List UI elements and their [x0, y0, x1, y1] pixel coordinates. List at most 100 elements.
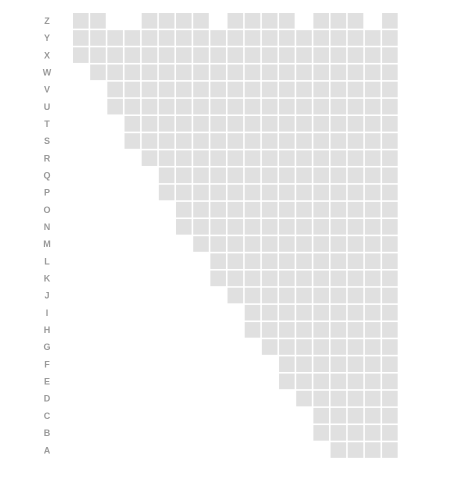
grid-cell-z-16 — [330, 13, 347, 29]
grid-cell-w-8 — [193, 64, 209, 81]
grid-cell-f-18 — [364, 356, 381, 372]
grid-cell-j-19 — [382, 287, 398, 304]
grid-cell-r-9 — [210, 150, 226, 166]
grid-cell-u-6 — [158, 98, 175, 115]
grid-cell-r-5 — [141, 150, 158, 166]
grid-cell-n-17 — [347, 219, 364, 235]
row-label-m: M — [43, 239, 51, 249]
grid-cell-t-14 — [296, 116, 312, 132]
grid-cell-r-17 — [347, 150, 364, 166]
grid-cell-h-16 — [330, 322, 347, 338]
grid-cell-p-13 — [279, 184, 295, 201]
grid-cell-u-13 — [279, 98, 295, 115]
grid-cell-n-15 — [313, 219, 329, 235]
grid-cell-q-12 — [261, 167, 278, 184]
grid-cell-y-8 — [193, 30, 209, 46]
grid-cell-x-5 — [141, 47, 158, 63]
grid-cell-k-15 — [313, 270, 329, 287]
grid-cell-n-8 — [193, 219, 209, 235]
grid-cell-w-5 — [141, 64, 158, 81]
grid-cell-k-13 — [279, 270, 295, 287]
grid-cell-x-16 — [330, 47, 347, 63]
grid-cell-n-14 — [296, 219, 312, 235]
row-label-p: P — [44, 188, 50, 198]
grid-cell-s-13 — [279, 133, 295, 149]
grid-cell-n-7 — [176, 219, 192, 235]
grid-cell-q-14 — [296, 167, 312, 184]
grid-cell-q-10 — [227, 167, 244, 184]
grid-cell-c-19 — [382, 407, 398, 424]
grid-cell-w-11 — [244, 64, 261, 81]
grid-cell-m-17 — [347, 236, 364, 252]
grid-cell-r-19 — [382, 150, 398, 166]
grid-cell-z-13 — [279, 13, 295, 29]
grid-cell-c-17 — [347, 407, 364, 424]
grid-cell-r-8 — [193, 150, 209, 166]
grid-cell-t-17 — [347, 116, 364, 132]
grid-cell-w-14 — [296, 64, 312, 81]
grid-cell-w-6 — [158, 64, 175, 81]
grid-cell-s-12 — [261, 133, 278, 149]
grid-cell-y-17 — [347, 30, 364, 46]
grid-cell-y-9 — [210, 30, 226, 46]
grid-cell-n-13 — [279, 219, 295, 235]
grid-cell-k-19 — [382, 270, 398, 287]
grid-cell-x-8 — [193, 47, 209, 63]
grid-cell-y-4 — [124, 30, 141, 46]
grid-cell-p-17 — [347, 184, 364, 201]
grid-cell-o-13 — [279, 201, 295, 218]
grid-cell-f-14 — [296, 356, 312, 372]
row-label-f: F — [44, 359, 50, 369]
grid-cell-o-11 — [244, 201, 261, 218]
grid-cell-m-12 — [261, 236, 278, 252]
grid-cell-q-17 — [347, 167, 364, 184]
grid-cell-p-6 — [158, 184, 175, 201]
grid-cell-j-13 — [279, 287, 295, 304]
grid-cell-m-19 — [382, 236, 398, 252]
grid-cell-k-17 — [347, 270, 364, 287]
grid-cell-i-19 — [382, 304, 398, 321]
grid-cell-w-4 — [124, 64, 141, 81]
grid-cell-m-9 — [210, 236, 226, 252]
grid-cell-o-18 — [364, 201, 381, 218]
grid-cell-v-13 — [279, 81, 295, 98]
grid-cell-t-6 — [158, 116, 175, 132]
grid-cell-n-9 — [210, 219, 226, 235]
grid-cell-y-16 — [330, 30, 347, 46]
grid-cell-j-11 — [244, 287, 261, 304]
grid-cell-r-15 — [313, 150, 329, 166]
grid-cell-g-12 — [261, 339, 278, 355]
grid-cell-s-7 — [176, 133, 192, 149]
grid-cell-z-2 — [90, 13, 106, 29]
grid-cell-g-17 — [347, 339, 364, 355]
grid-cell-p-19 — [382, 184, 398, 201]
grid-cell-x-4 — [124, 47, 141, 63]
grid-cell-x-18 — [364, 47, 381, 63]
grid-cell-q-19 — [382, 167, 398, 184]
grid-cell-j-15 — [313, 287, 329, 304]
row-label-k: K — [44, 274, 51, 284]
row-label-c: C — [44, 411, 51, 421]
grid-cell-x-3 — [107, 47, 123, 63]
grid-cell-i-13 — [279, 304, 295, 321]
grid-cell-o-14 — [296, 201, 312, 218]
grid-cell-k-16 — [330, 270, 347, 287]
grid-cell-z-5 — [141, 13, 158, 29]
grid-cell-v-10 — [227, 81, 244, 98]
grid-cell-m-10 — [227, 236, 244, 252]
grid-cell-y-13 — [279, 30, 295, 46]
grid-cell-q-18 — [364, 167, 381, 184]
grid-cell-l-9 — [210, 253, 226, 269]
row-label-t: T — [44, 119, 50, 129]
grid-cell-r-18 — [364, 150, 381, 166]
grid-cell-l-19 — [382, 253, 398, 269]
grid-cell-l-11 — [244, 253, 261, 269]
grid-cell-r-11 — [244, 150, 261, 166]
grid-cell-j-18 — [364, 287, 381, 304]
grid-cell-x-13 — [279, 47, 295, 63]
grid-cell-y-7 — [176, 30, 192, 46]
grid-cell-y-10 — [227, 30, 244, 46]
grid-cell-s-14 — [296, 133, 312, 149]
grid-cell-z-7 — [176, 13, 192, 29]
grid-cell-y-5 — [141, 30, 158, 46]
